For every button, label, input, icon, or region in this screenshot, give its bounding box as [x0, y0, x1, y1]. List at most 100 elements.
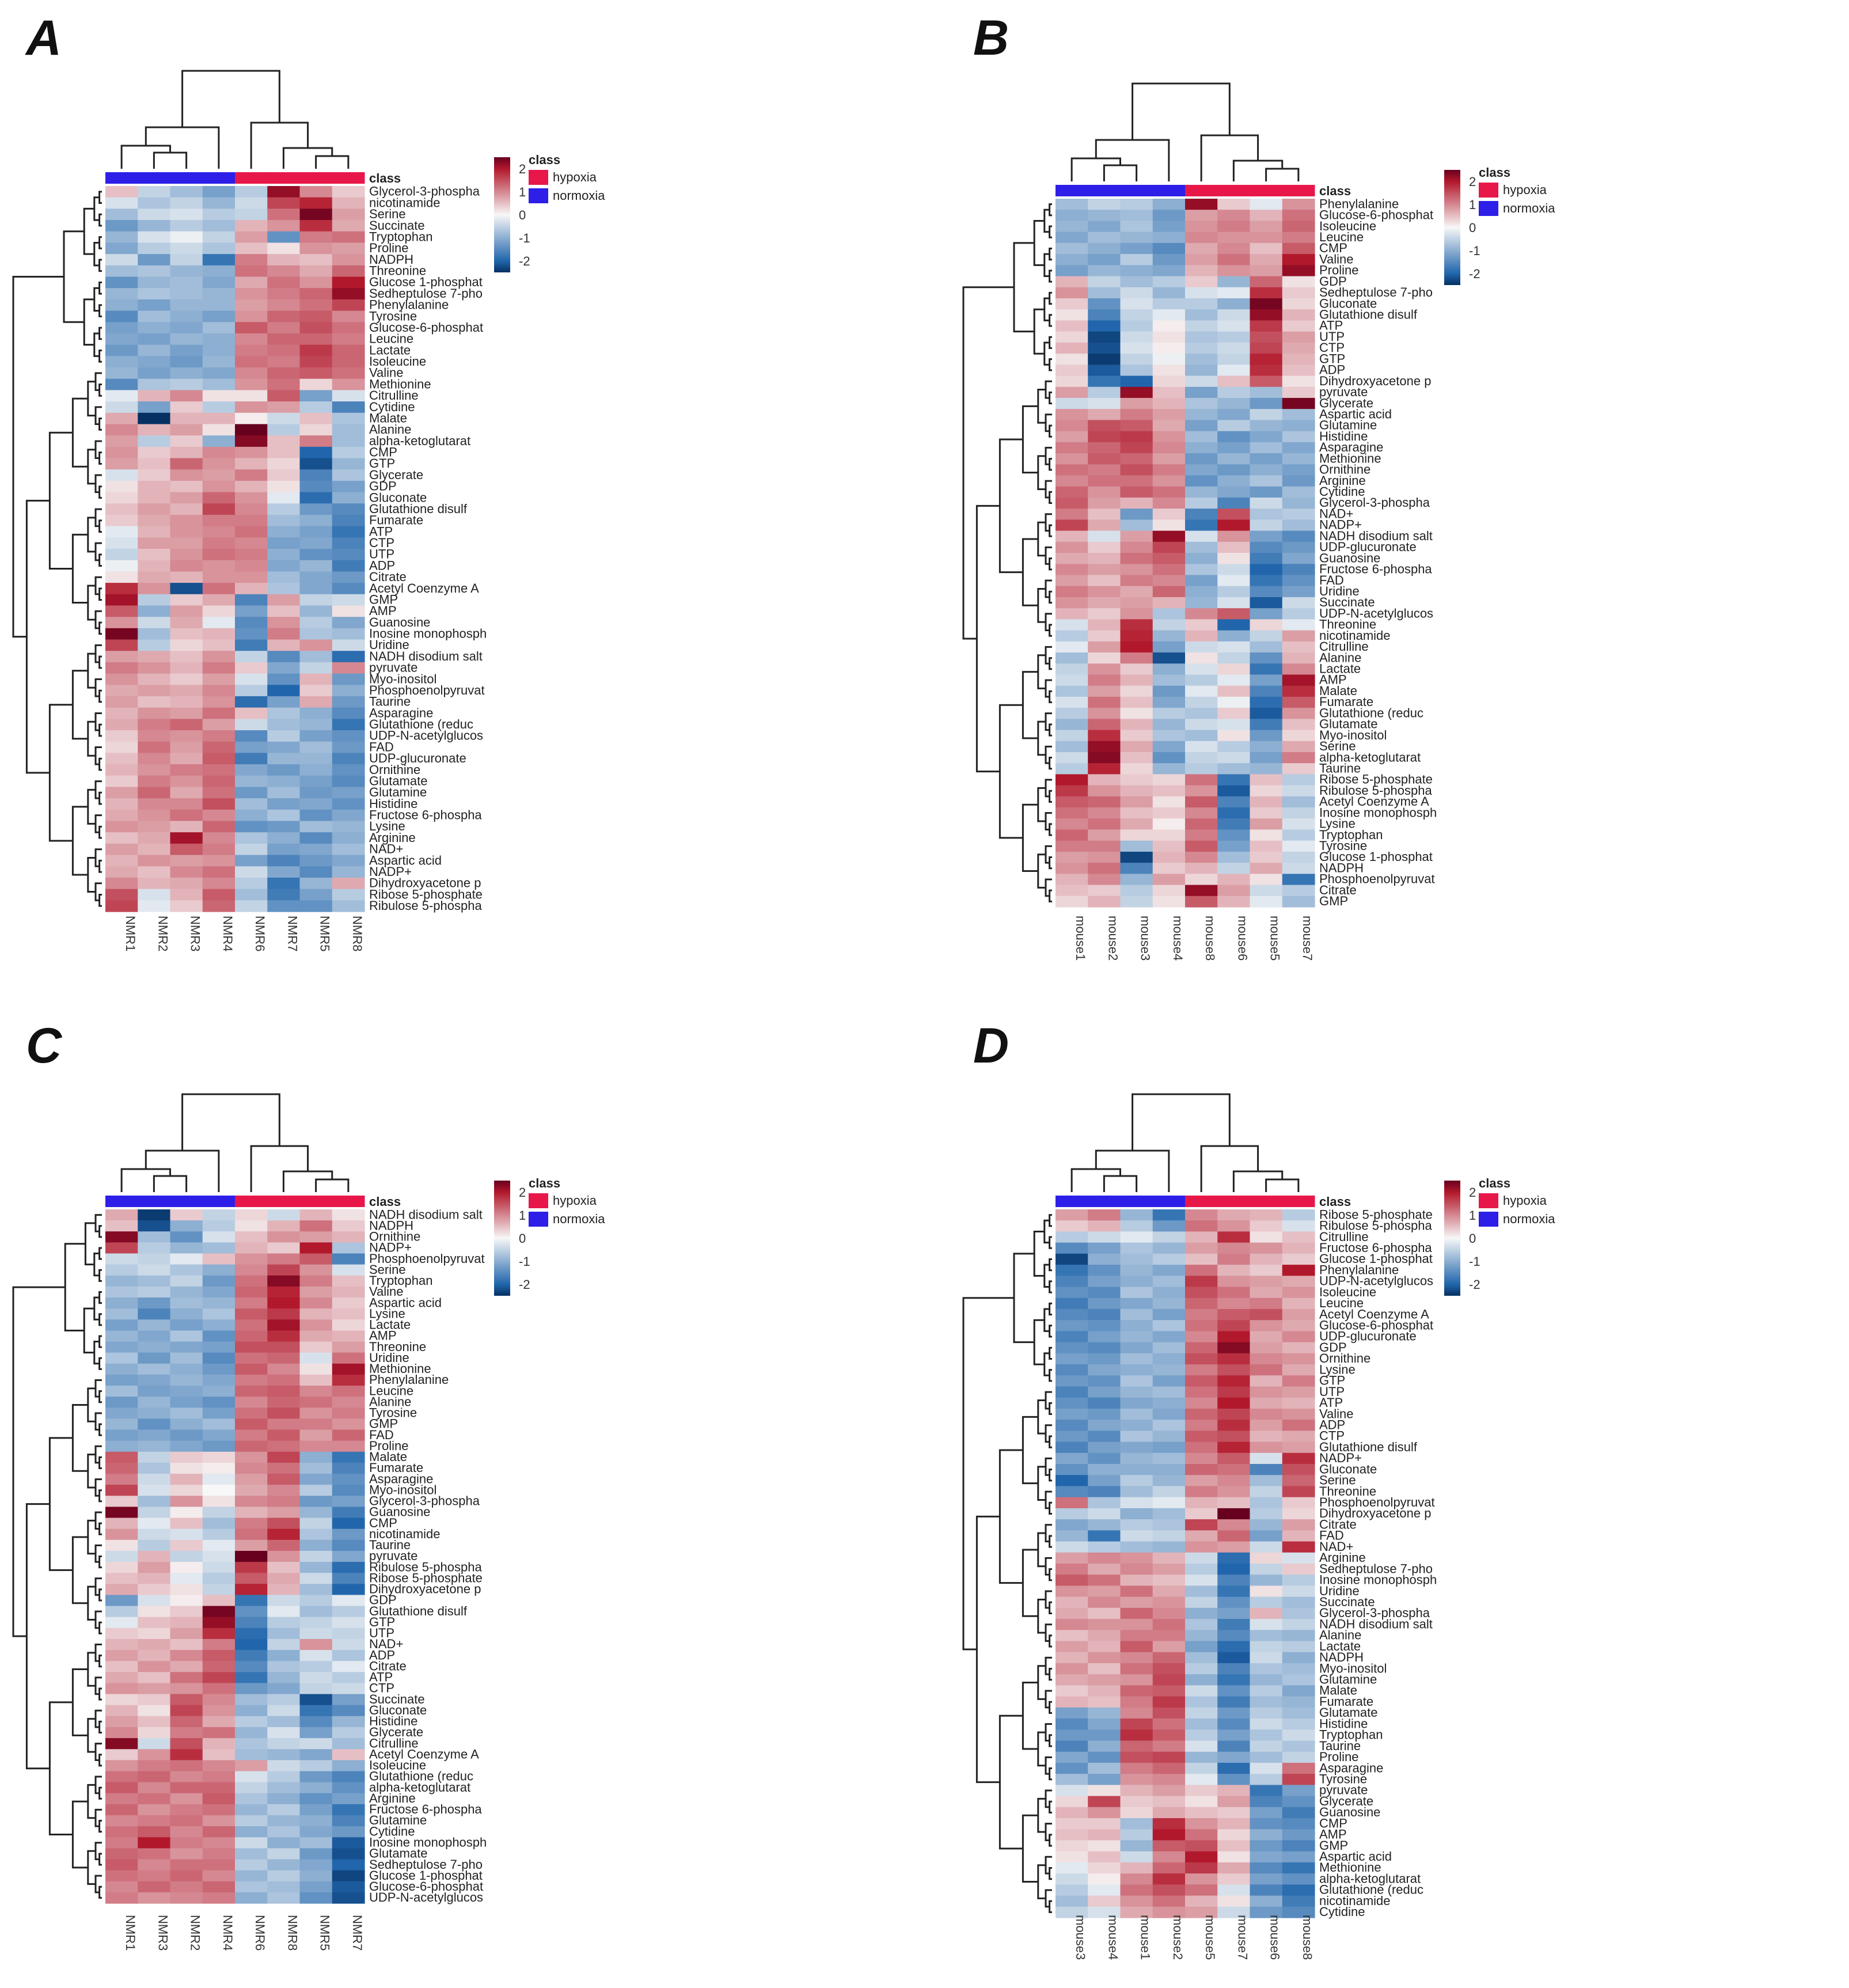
heatmap-cell [1088, 774, 1121, 786]
class-bar-cell [267, 172, 300, 184]
heatmap-cell [105, 1638, 138, 1651]
heatmap-cell [105, 503, 138, 515]
heatmap-cell [202, 1286, 236, 1298]
heatmap-cell [1056, 431, 1088, 443]
row-label: alpha-ketoglutarat [369, 434, 470, 448]
row-label: Gluconate [369, 490, 427, 504]
heatmap-cell [1152, 785, 1186, 797]
heatmap-cell [267, 1308, 301, 1320]
heatmap-cell [299, 1804, 333, 1816]
heatmap-cell [170, 1363, 203, 1375]
heatmap-cell [138, 1550, 171, 1562]
heatmap-cell [1056, 597, 1088, 609]
row-label: Uridine [369, 1350, 409, 1365]
heatmap-cell [202, 446, 236, 459]
color-scale-bar [494, 1181, 510, 1296]
heatmap-cell [1120, 1575, 1153, 1587]
heatmap-cell [299, 390, 333, 402]
heatmap-cell [1088, 386, 1121, 399]
heatmap-cell [105, 639, 138, 651]
row-label: UTP [369, 547, 394, 562]
heatmap-cell [1217, 486, 1251, 498]
panel-label: D [973, 1018, 1009, 1073]
heatmap-cell [1282, 752, 1315, 764]
heatmap-cell [299, 617, 333, 629]
class-bar-label: class [369, 1194, 401, 1209]
row-label: Glutamate [1319, 717, 1378, 731]
heatmap-cell [105, 1683, 138, 1695]
heatmap-cell [1282, 1265, 1315, 1276]
heatmap-cell [202, 832, 236, 844]
heatmap-cell [1088, 663, 1121, 676]
color-scale-tick: 0 [1469, 221, 1476, 235]
heatmap-cell [1217, 1785, 1251, 1797]
heatmap-cell [1056, 1585, 1088, 1598]
heatmap-cell [202, 1429, 236, 1441]
heatmap-cell [1282, 442, 1315, 454]
heatmap-cell [299, 1462, 333, 1474]
row-label: Dihydroxyacetone p [1319, 1506, 1431, 1520]
color-scale-tick: -1 [1469, 1254, 1480, 1269]
class-bar-cell [1120, 185, 1153, 196]
heatmap-cell [1120, 597, 1153, 609]
heatmap-cell [105, 469, 138, 481]
heatmap-cell [1282, 829, 1315, 841]
heatmap-cells [1056, 1209, 1315, 1918]
heatmap-cell [235, 1617, 268, 1629]
heatmap-cell [138, 900, 171, 912]
class-bar-cell [1088, 1196, 1121, 1207]
heatmap-cell [105, 186, 138, 198]
row-label: Threonine [1319, 617, 1376, 632]
heatmap-cell [138, 651, 171, 663]
heatmap-cell [235, 1782, 268, 1794]
heatmap-cell [1120, 1906, 1153, 1918]
heatmap-cell [1282, 652, 1315, 664]
heatmap-cell [105, 889, 138, 901]
heatmap-cell [1088, 1873, 1121, 1885]
column-label: mouse8 [1203, 916, 1217, 961]
heatmap-cell [235, 480, 268, 493]
row-label: Glutathione (reduc [1319, 705, 1423, 720]
heatmap-cell [332, 1705, 365, 1717]
heatmap-cell [1250, 1774, 1283, 1785]
row-label: Glutamine [1319, 1672, 1377, 1687]
heatmap-cell [1120, 874, 1153, 886]
heatmap-cell [138, 1308, 171, 1320]
row-label: Lactate [1319, 662, 1361, 676]
heatmap-cell [138, 1220, 171, 1232]
heatmap-cell [1250, 1364, 1283, 1376]
heatmap-cell [170, 583, 203, 595]
heatmap-cell [1056, 210, 1088, 222]
heatmap-cell [267, 1485, 301, 1496]
heatmap-cell [1120, 1287, 1153, 1299]
heatmap-cell [1088, 1441, 1121, 1454]
heatmap-cell [105, 265, 138, 278]
legend-swatch [529, 188, 548, 203]
heatmap-cell [267, 571, 301, 583]
heatmap-cell [1056, 752, 1088, 764]
heatmap-cell [1088, 863, 1121, 874]
heatmap-cell [202, 1793, 236, 1805]
heatmap-cell [1088, 320, 1121, 332]
heatmap-cell [299, 1638, 333, 1651]
heatmap-cell [1185, 1552, 1218, 1564]
heatmap-cell [1185, 1508, 1218, 1520]
heatmap-cell [1056, 1740, 1088, 1752]
heatmap-cell [1185, 630, 1218, 642]
heatmap-cell [105, 1374, 138, 1386]
heatmap-cell [1185, 608, 1218, 620]
heatmap-cell [1152, 1674, 1186, 1686]
heatmap-cell [1088, 630, 1121, 642]
heatmap-cell [1217, 1796, 1251, 1808]
heatmap-cell [1152, 1408, 1186, 1420]
heatmap-cell [202, 265, 236, 278]
heatmap-cell [1217, 442, 1251, 454]
heatmap-cell [1120, 708, 1153, 719]
heatmap-cell [235, 889, 268, 901]
heatmap-cell [170, 685, 203, 697]
row-label: alpha-ketoglutarat [1319, 1871, 1421, 1885]
class-bar-label: class [1319, 184, 1351, 198]
heatmap-cell [1152, 1386, 1186, 1398]
row-label: UDP-N-acetylglucos [369, 1890, 483, 1904]
heatmap-cell [1250, 1452, 1283, 1465]
